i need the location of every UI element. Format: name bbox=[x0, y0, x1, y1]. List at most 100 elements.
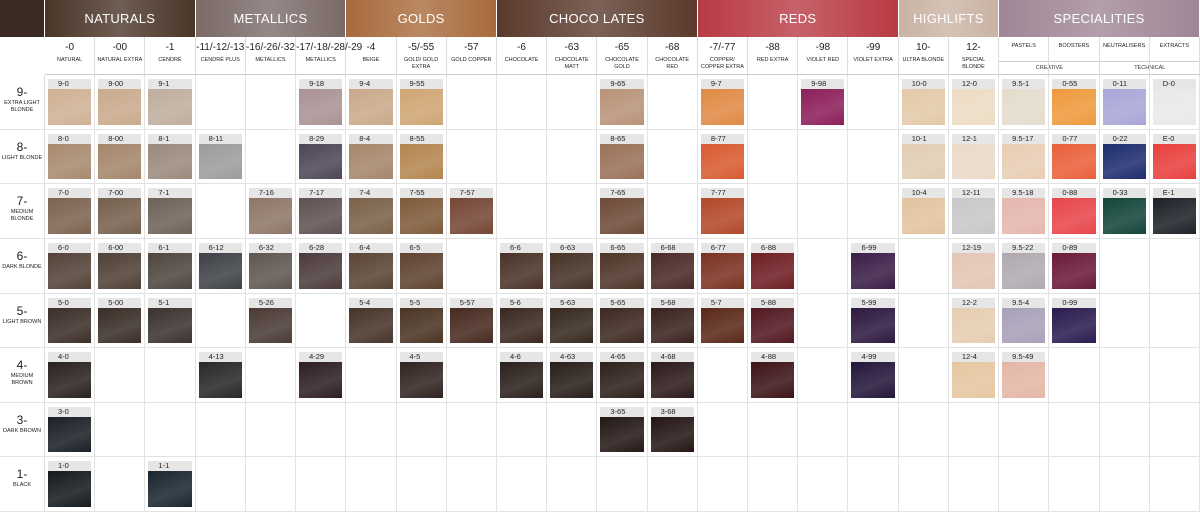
cell bbox=[1099, 457, 1150, 512]
cell bbox=[1099, 238, 1150, 294]
column-name: NATURAL EXTRA bbox=[97, 57, 143, 63]
cell: 8-29 bbox=[296, 129, 347, 185]
swatch bbox=[399, 198, 443, 234]
cell: 5-26 bbox=[245, 293, 297, 349]
column-header: -68 CHOCOLATE RED bbox=[647, 37, 698, 75]
column-code: -99 bbox=[865, 42, 881, 53]
shade-code: 0-22 bbox=[1102, 133, 1146, 144]
cell bbox=[647, 75, 698, 130]
cell bbox=[195, 75, 246, 130]
cell bbox=[396, 457, 447, 512]
cell: 6-63 bbox=[547, 238, 598, 294]
cell: 6-32 bbox=[245, 238, 297, 294]
cell: 12-1 bbox=[948, 129, 1000, 185]
swatch bbox=[751, 307, 795, 344]
swatch bbox=[600, 307, 644, 344]
swatch bbox=[550, 307, 594, 344]
cell bbox=[446, 457, 497, 512]
cell bbox=[1099, 402, 1150, 458]
cell bbox=[95, 348, 146, 403]
column-name: BEIGE bbox=[362, 57, 380, 63]
column-name: COPPER/ COPPER EXTRA bbox=[700, 57, 744, 70]
shade-code: 3-68 bbox=[650, 406, 694, 417]
shade-code: 12-11 bbox=[951, 188, 996, 199]
swatch bbox=[1102, 89, 1146, 125]
shade-code: 5-0 bbox=[48, 297, 92, 308]
column-name: CHOCOLATE GOLD bbox=[605, 57, 639, 70]
cell: 9-00 bbox=[95, 75, 146, 130]
swatch bbox=[48, 416, 92, 453]
cell: 9.5-22 bbox=[999, 238, 1050, 294]
column-name: METALLICS bbox=[255, 57, 286, 63]
swatch bbox=[751, 252, 795, 289]
swatch bbox=[499, 307, 544, 344]
cell: 7-1 bbox=[145, 184, 196, 239]
shade-code: D-0 bbox=[1152, 79, 1196, 89]
row-name: BLACK bbox=[12, 482, 32, 489]
cell bbox=[1149, 238, 1200, 294]
swatch bbox=[550, 252, 594, 289]
group-header: GOLDS bbox=[346, 0, 497, 37]
column-name: CHOCOLATE bbox=[504, 57, 539, 63]
cell: 7-77 bbox=[697, 184, 749, 239]
shade-code: 0-11 bbox=[1102, 79, 1146, 89]
shade-code: 5-88 bbox=[751, 297, 795, 308]
shade-code: 0-33 bbox=[1102, 188, 1146, 199]
swatch bbox=[851, 362, 895, 398]
swatch bbox=[1002, 143, 1046, 180]
swatch bbox=[901, 89, 945, 125]
shade-code: 6-99 bbox=[851, 242, 895, 253]
cell: 8-00 bbox=[95, 129, 146, 185]
shade-code: 3-0 bbox=[48, 406, 92, 417]
cell: 5-57 bbox=[446, 293, 497, 349]
shade-code: 9-4 bbox=[349, 79, 393, 89]
cell: 4-63 bbox=[547, 348, 598, 403]
cell: 5-99 bbox=[848, 293, 899, 349]
column-name: SPECIAL BLONDE bbox=[961, 57, 986, 70]
row-level: 9- bbox=[16, 85, 28, 99]
cell bbox=[798, 129, 849, 185]
cell bbox=[647, 184, 698, 239]
cell: 9-0 bbox=[45, 75, 96, 130]
column-code: 10- bbox=[916, 42, 931, 53]
cell: 8-1 bbox=[145, 129, 196, 185]
shade-code: 4-63 bbox=[550, 352, 594, 363]
cell: 6-4 bbox=[346, 238, 397, 294]
shade-code: 6-63 bbox=[550, 242, 594, 253]
cell: 0-77 bbox=[1049, 129, 1100, 185]
column-code: -88 bbox=[765, 42, 780, 53]
shade-code: 5-1 bbox=[148, 297, 192, 308]
row-header: 1- BLACK bbox=[0, 457, 45, 512]
cell: 6-6 bbox=[496, 238, 548, 294]
shade-code: 0-99 bbox=[1052, 297, 1096, 308]
shade-code: 6-77 bbox=[700, 242, 745, 253]
cell bbox=[195, 293, 246, 349]
cell bbox=[245, 75, 297, 130]
cell: 7-00 bbox=[95, 184, 146, 239]
swatch bbox=[600, 416, 644, 453]
shade-code: 12-1 bbox=[951, 133, 996, 144]
group-header: HIGHLIFTS bbox=[898, 0, 1000, 37]
group-header: METALLICS bbox=[195, 0, 347, 37]
cell bbox=[948, 457, 1000, 512]
swatch bbox=[148, 471, 192, 507]
cell: 9-55 bbox=[396, 75, 447, 130]
column-code: -4 bbox=[366, 42, 376, 53]
cell bbox=[296, 457, 347, 512]
cell: 4-88 bbox=[748, 348, 799, 403]
shade-code: 7-17 bbox=[299, 188, 343, 199]
swatch bbox=[1052, 307, 1096, 344]
cell: 5-5 bbox=[396, 293, 447, 349]
cell: 0-88 bbox=[1049, 184, 1100, 239]
shade-code: 9-0 bbox=[48, 79, 92, 89]
swatch bbox=[148, 143, 192, 180]
cell bbox=[898, 402, 949, 458]
swatch bbox=[299, 362, 343, 398]
swatch bbox=[198, 252, 242, 289]
cell bbox=[1049, 402, 1100, 458]
row-level: 8- bbox=[16, 139, 28, 154]
column-code: -98 bbox=[815, 42, 831, 53]
cell: 3-0 bbox=[45, 402, 96, 458]
shade-code: 10-0 bbox=[901, 79, 945, 89]
column-header: -11/-12/-13 CENDRÉ PLUS bbox=[195, 37, 246, 75]
